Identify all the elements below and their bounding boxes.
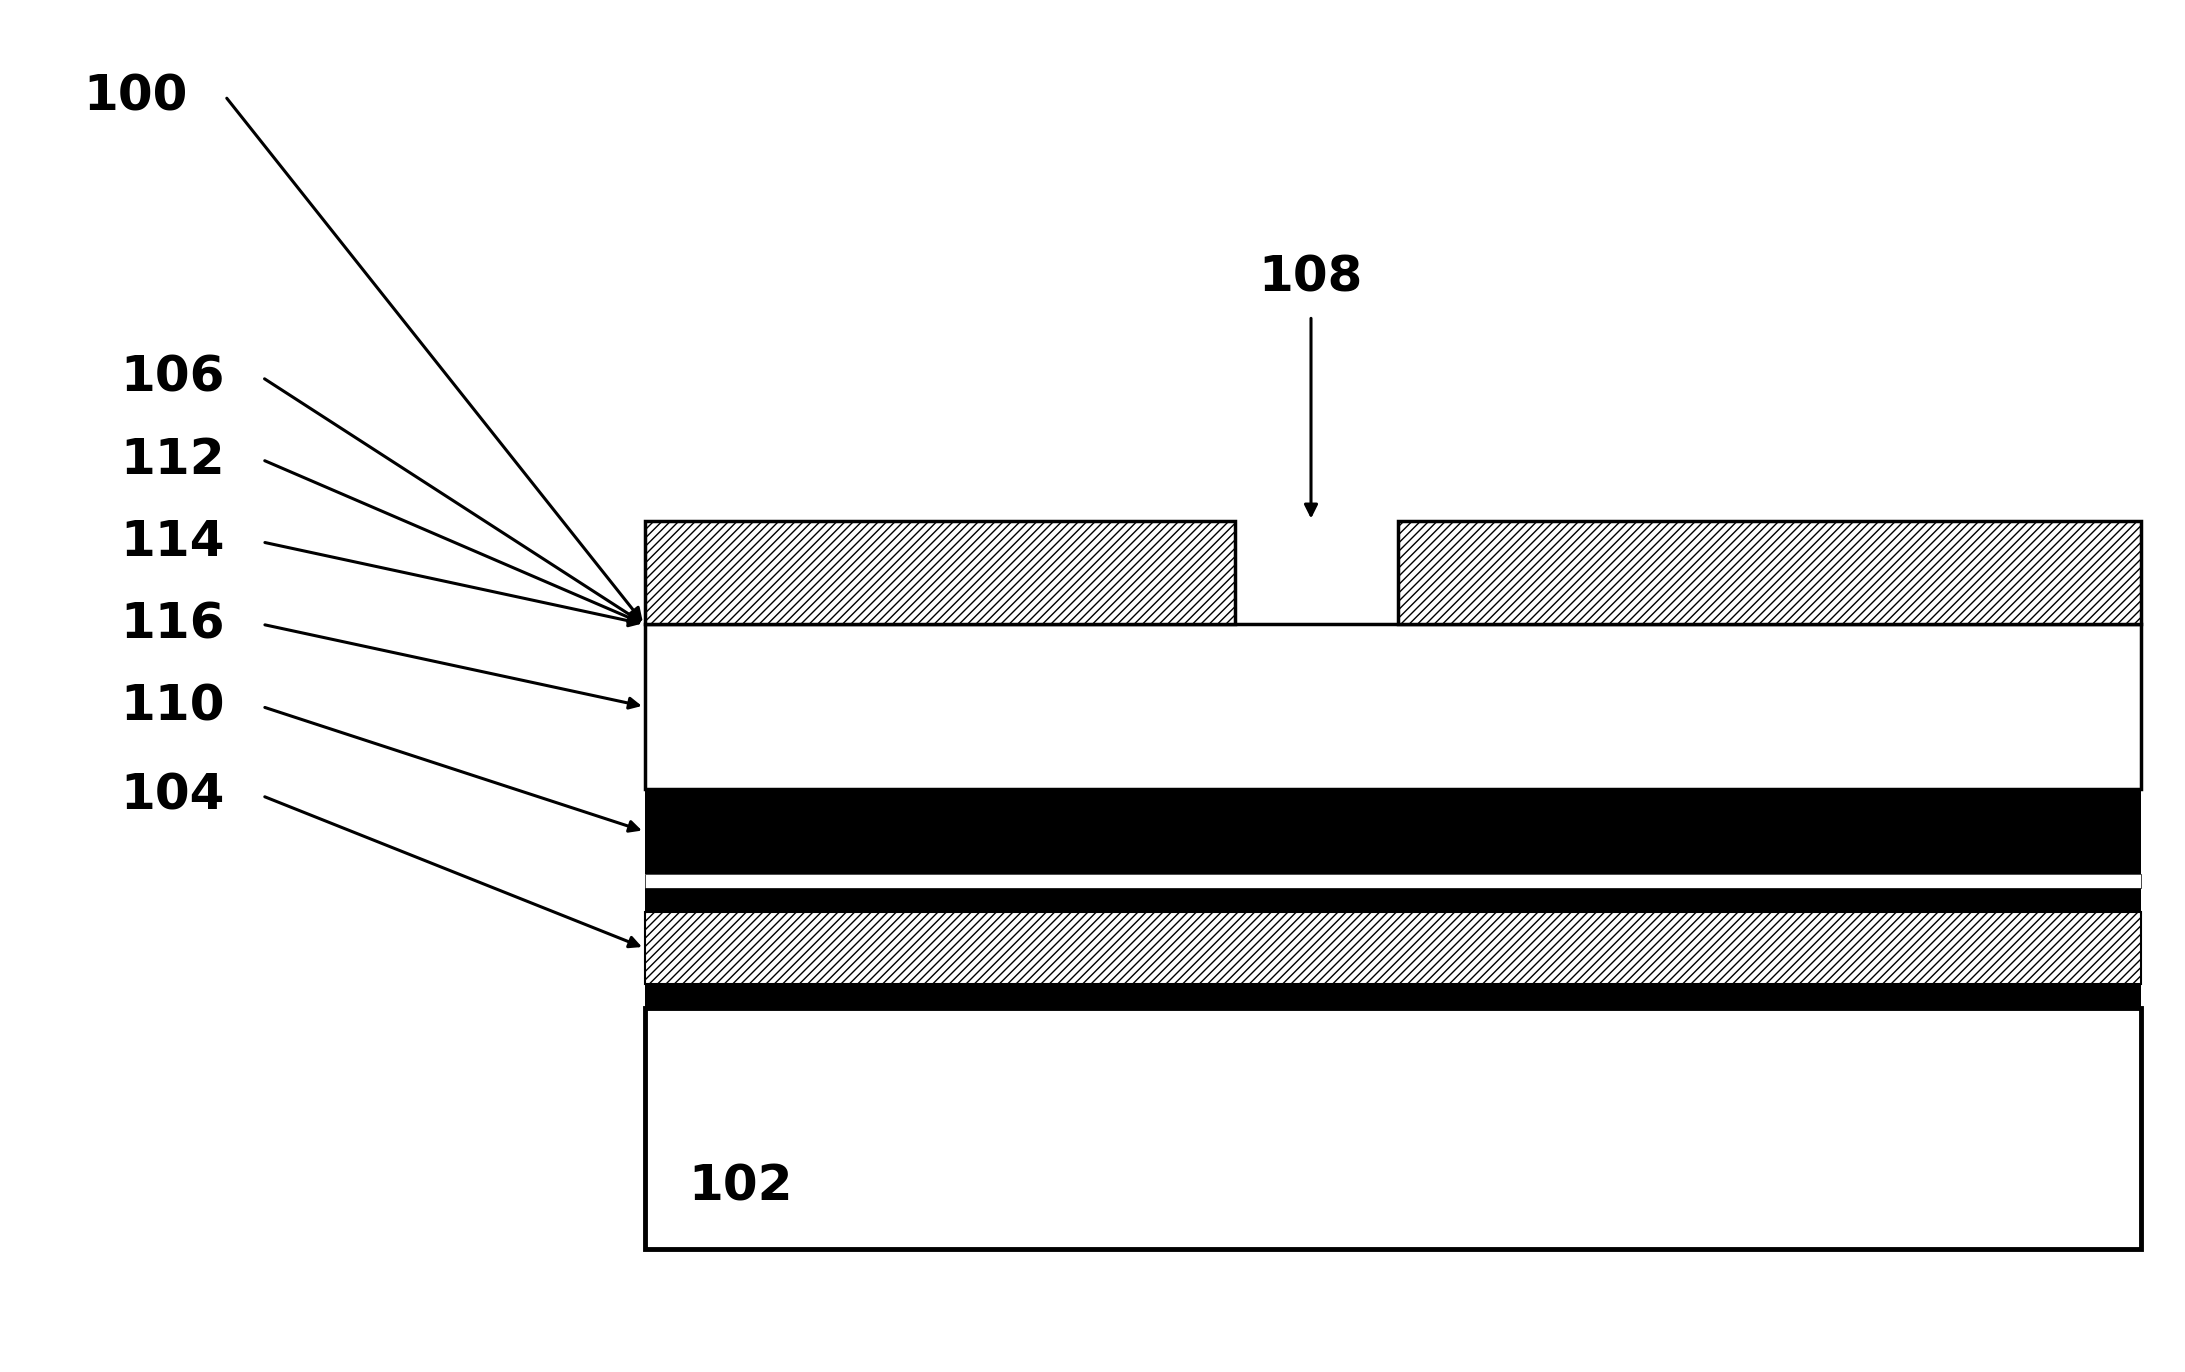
- Text: 100: 100: [83, 73, 188, 119]
- Text: 116: 116: [120, 601, 225, 648]
- Bar: [645, 624, 2141, 789]
- Text: 108: 108: [1259, 254, 1363, 302]
- Text: 106: 106: [120, 354, 225, 401]
- Bar: [645, 521, 1235, 624]
- Bar: [645, 874, 2141, 888]
- Bar: [645, 984, 2141, 1008]
- Text: 112: 112: [120, 436, 225, 483]
- Text: 114: 114: [120, 519, 225, 565]
- Text: 104: 104: [120, 772, 225, 819]
- Text: 102: 102: [688, 1163, 793, 1210]
- Bar: [645, 789, 2141, 874]
- Text: 110: 110: [120, 683, 225, 730]
- Bar: [1398, 521, 2141, 624]
- Bar: [645, 912, 2141, 984]
- Bar: [645, 1008, 2141, 1249]
- Bar: [645, 888, 2141, 912]
